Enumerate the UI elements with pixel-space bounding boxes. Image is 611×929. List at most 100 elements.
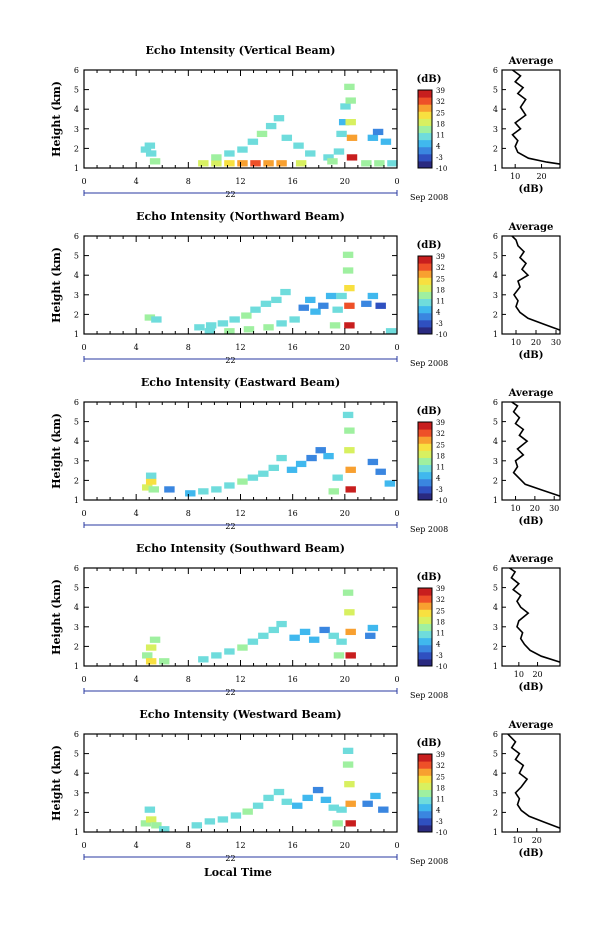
heatmap-cell [344,781,355,788]
heatmap-cell [320,796,332,803]
x-tick-label: 0 [81,343,86,352]
y-tick-label: 6 [74,730,79,739]
heatmap-cell [204,818,216,825]
heatmap-cell [276,454,287,462]
colorbar-tick-label: -3 [436,320,443,328]
heatmap-cell [276,620,287,628]
heatmap-cell [250,306,261,313]
heatmap-cell [211,154,222,161]
heatmap-cell [276,320,287,327]
heatmap-cell [361,160,372,167]
heatmap-cell [361,300,372,307]
y-tick-label: 5 [74,418,79,427]
heatmap-cell [224,150,235,157]
x-tick-label: 12 [235,509,245,518]
heatmap-cell [305,296,316,304]
colorbar-unit: (dB) [417,738,442,749]
date-label: Sep 2008 [410,857,448,866]
colorbar-tick-label: 32 [436,762,445,770]
heatmap-cell [158,826,170,833]
colorbar-segment [418,616,432,624]
y-tick-label: 2 [74,144,79,153]
y-tick-label: 6 [74,564,79,573]
average-frame [501,733,561,833]
heatmap-cell [237,160,248,167]
heatmap-cell [345,97,356,104]
colorbar-segment [418,602,432,610]
heatmap-cell [345,486,356,493]
colorbar-tick-label: 11 [436,796,445,804]
colorbar-tick-label: 11 [436,298,445,306]
average-y-tick-label: 2 [493,310,498,319]
colorbar-tick-label: 39 [436,419,445,427]
y-tick-label: 1 [74,164,79,173]
heatmap-cell [211,160,222,167]
colorbar-segment [418,457,432,466]
heatmap-cell [310,308,321,315]
average-title: Average [508,388,554,399]
heatmap-cell [263,324,274,331]
y-tick-label: 1 [74,662,79,671]
heatmap-cell [224,160,235,167]
heatmap-cell [144,314,156,321]
heatmap-cell [263,160,274,167]
heatmap-cell [140,820,152,827]
heatmap-cell [217,816,229,823]
heatmap-cell [370,792,381,800]
heatmap-cell [241,312,252,319]
x-tick-label: 20 [340,177,350,186]
heatmap-cell [164,486,175,493]
heatmap-cell [346,134,358,141]
average-y-tick-label: 3 [493,125,498,134]
colorbar-segment [418,651,432,660]
date-label: Sep 2008 [410,193,448,202]
colorbar-tick-label: 18 [436,286,445,294]
heatmap-cell [145,472,157,479]
date-label: Sep 2008 [410,525,448,534]
average-x-tick-label: 10 [510,504,520,513]
heatmap-cell [268,464,279,471]
y-tick-label: 6 [74,66,79,75]
colorbar-tick-label: 39 [436,87,445,95]
heatmap-cell [342,411,354,419]
x-tick-label: 20 [340,675,350,684]
heatmap-cell [329,322,341,329]
heatmap-cell [342,747,354,754]
heatmap-cell [298,304,309,311]
colorbar-tick-label: -10 [436,165,447,173]
heatmap-cell [276,160,287,167]
heatmap-cell [149,158,161,165]
colorbar-segment [418,277,432,285]
heatmap-cell [342,761,354,768]
colorbar-tick-label: 32 [436,596,445,604]
heatmap-cell [346,154,358,161]
heatmap-cell [224,328,235,335]
colorbar-tick-label: 4 [436,309,441,317]
heatmap-cell [268,626,279,634]
heatmap-cell [345,652,356,659]
day-label: 22 [225,190,235,199]
colorbar-segment [418,263,432,271]
colorbar-segment [418,789,432,798]
average-y-tick-label: 3 [493,623,498,632]
heatmap-cell [242,808,253,815]
day-label: 22 [225,356,235,365]
panel-2: Echo Intensity (Northward Beam) Height (k… [50,210,561,368]
colorbar-segment [418,270,432,278]
average-x-tick-label: 10 [514,670,524,679]
colorbar-tick-label: 4 [436,641,441,649]
colorbar-tick-label: 25 [436,275,445,283]
y-tick-label: 4 [74,603,79,612]
heatmap-cell [205,322,217,329]
panel-3: Echo Intensity (Eastward Beam) Height (km… [50,376,561,534]
y-tick-label: 5 [74,750,79,759]
colorbar-tick-label: 18 [436,784,445,792]
heatmap-cell [273,788,285,796]
average-y-tick-label: 6 [493,232,498,241]
x-tick-label: 0 [394,841,399,850]
y-tick-label: 1 [74,330,79,339]
colorbar-segment [418,492,432,501]
average-y-tick-label: 5 [493,584,498,593]
x-tick-label: 20 [340,509,350,518]
heatmap-cell [145,816,157,823]
